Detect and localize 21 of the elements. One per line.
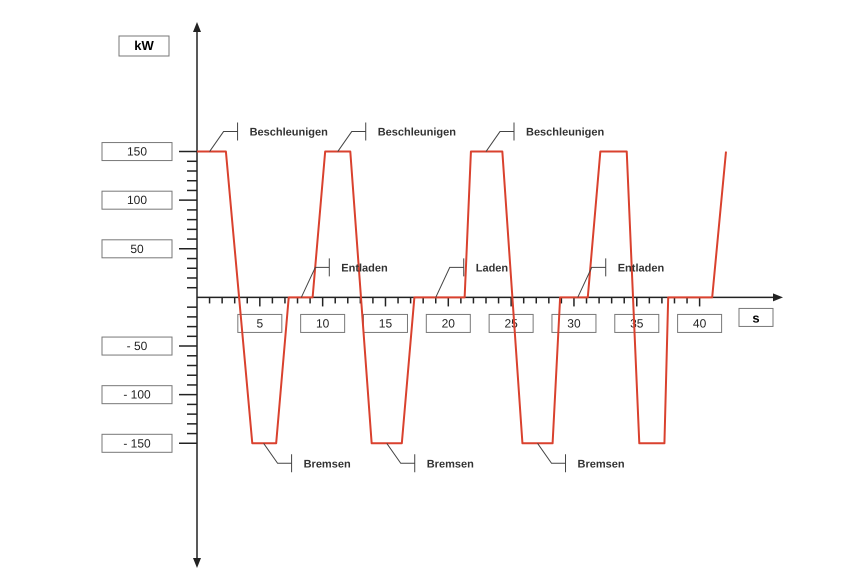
annotation: Laden <box>476 262 508 274</box>
y-axis-title: kW <box>134 38 154 53</box>
x-axis-title: s <box>752 310 760 326</box>
x-tick-label: 5 <box>256 316 264 330</box>
x-tick-label: 40 <box>692 316 707 330</box>
y-tick-label: - 100 <box>123 388 151 402</box>
x-tick-label: 20 <box>442 316 456 330</box>
y-tick-label: 50 <box>130 242 144 256</box>
annotation: Beschleunigen <box>378 126 456 139</box>
y-tick-label: 100 <box>126 193 148 208</box>
y-tick-label: - 150 <box>123 436 151 450</box>
annotation: Beschleunigen <box>526 126 605 139</box>
x-tick-label: 10 <box>316 316 330 330</box>
y-tick-label: 150 <box>126 144 148 159</box>
annotation: Bremsen <box>304 458 351 470</box>
annotation: Bremsen <box>578 458 625 470</box>
x-tick-label: 15 <box>378 316 392 330</box>
x-tick-label: 30 <box>567 316 581 330</box>
annotation: Beschleunigen <box>250 126 328 139</box>
annotation: Bremsen <box>426 458 474 470</box>
y-tick-label: - 50 <box>126 339 148 354</box>
